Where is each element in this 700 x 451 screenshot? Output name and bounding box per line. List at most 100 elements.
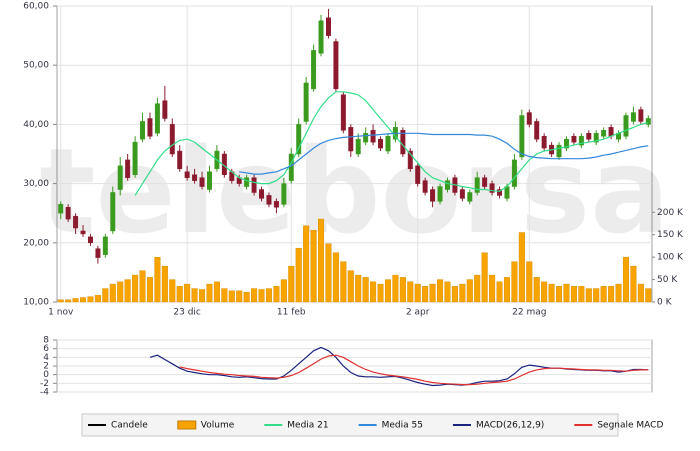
legend-swatch [177, 420, 197, 430]
volume-bar [347, 270, 354, 303]
volume-bar [637, 283, 644, 303]
candle-body [489, 183, 495, 193]
candle-body [325, 17, 331, 36]
volume-bar [117, 281, 124, 303]
volume-bar [422, 286, 429, 303]
volume-bar [251, 288, 258, 303]
volume-bar [146, 277, 153, 303]
candle-body [534, 121, 540, 140]
volume-bar [414, 283, 421, 303]
candle-body [147, 118, 153, 137]
candle-body [125, 159, 131, 178]
x-tick-label: 22 mag [512, 308, 546, 318]
y-tick-label: 50,00 [23, 61, 49, 71]
volume-bar [645, 288, 652, 303]
volume-bar [630, 265, 637, 303]
candle-body [630, 112, 636, 122]
candle-body [407, 150, 413, 170]
volume-bar [236, 290, 243, 303]
volume-bar [399, 277, 406, 303]
candle-body [556, 144, 562, 158]
candle-body [355, 138, 361, 155]
volume-bar [384, 279, 391, 303]
y2-tick-label: 50 K [657, 275, 678, 285]
candle-body [563, 138, 569, 149]
volume-bar [466, 279, 473, 303]
volume-bar [124, 279, 131, 303]
volume-bar [451, 286, 458, 303]
volume-bar [199, 289, 206, 303]
volume-bar [459, 283, 466, 303]
volume-bar [87, 296, 94, 303]
candle-body [333, 41, 339, 90]
y2-tick-label: 0 K [657, 298, 673, 308]
candle-body [608, 127, 614, 137]
candle-body [95, 248, 101, 258]
volume-bar [303, 225, 310, 303]
legend-label: Segnale MACD [597, 421, 663, 431]
candle-body [348, 127, 354, 152]
volume-bar [563, 283, 570, 303]
candle-body [586, 133, 592, 140]
volume-bar [570, 286, 577, 303]
candle-body [511, 159, 517, 187]
volume-bar [362, 277, 369, 303]
candle-body [273, 201, 279, 208]
candle-body [192, 174, 198, 181]
y-tick-label: 10,00 [23, 298, 49, 308]
candle-body [504, 186, 510, 199]
x-tick-label: 2 apr [406, 308, 430, 318]
volume-bar [288, 265, 295, 303]
volume-bar [600, 286, 607, 303]
volume-bar [496, 281, 503, 303]
volume-bar [72, 298, 79, 303]
volume-bar [318, 218, 325, 303]
volume-bar [503, 277, 510, 303]
volume-bar [169, 279, 176, 303]
volume-bar [213, 281, 220, 303]
volume-bar [184, 283, 191, 303]
legend-box [81, 413, 619, 437]
candle-body [422, 180, 428, 193]
candle-body [578, 135, 584, 146]
volume-bar [325, 243, 332, 303]
volume-bar [541, 281, 548, 303]
y2-tick-label: 150 K [657, 230, 684, 240]
volume-bar [578, 286, 585, 303]
volume-bar [370, 281, 377, 303]
candle-body [266, 195, 272, 205]
series-line [239, 132, 649, 175]
candle-body [623, 115, 629, 137]
x-tick-label: 11 feb [277, 308, 306, 318]
candle-body [430, 189, 436, 202]
y2-tick-label: 200 K [657, 208, 684, 218]
volume-bar [474, 274, 481, 303]
candle-body [519, 115, 525, 158]
y-tick-label: 6 [43, 344, 49, 354]
candle-body [437, 186, 443, 202]
candle-body [281, 183, 287, 205]
volume-bar [518, 232, 525, 303]
candle-body [601, 130, 607, 137]
volume-bar [407, 281, 414, 303]
candle-body [244, 177, 250, 187]
y-tick-label: 4 [43, 353, 49, 363]
candle-body [467, 192, 473, 202]
volume-bar [191, 288, 198, 303]
candle-body [169, 124, 175, 155]
candle-body [296, 124, 302, 155]
y-tick-label: 20,00 [23, 238, 49, 248]
volume-bar [154, 256, 161, 303]
candle-body [541, 135, 547, 149]
candle-body [259, 189, 265, 199]
candle-body [571, 135, 577, 143]
volume-bar [65, 299, 72, 303]
candle-body [474, 177, 480, 193]
volume-bar [206, 283, 213, 303]
candle-body [87, 236, 93, 244]
volume-bar [622, 256, 629, 303]
volume-bar [265, 288, 272, 303]
candle-body [459, 189, 465, 199]
